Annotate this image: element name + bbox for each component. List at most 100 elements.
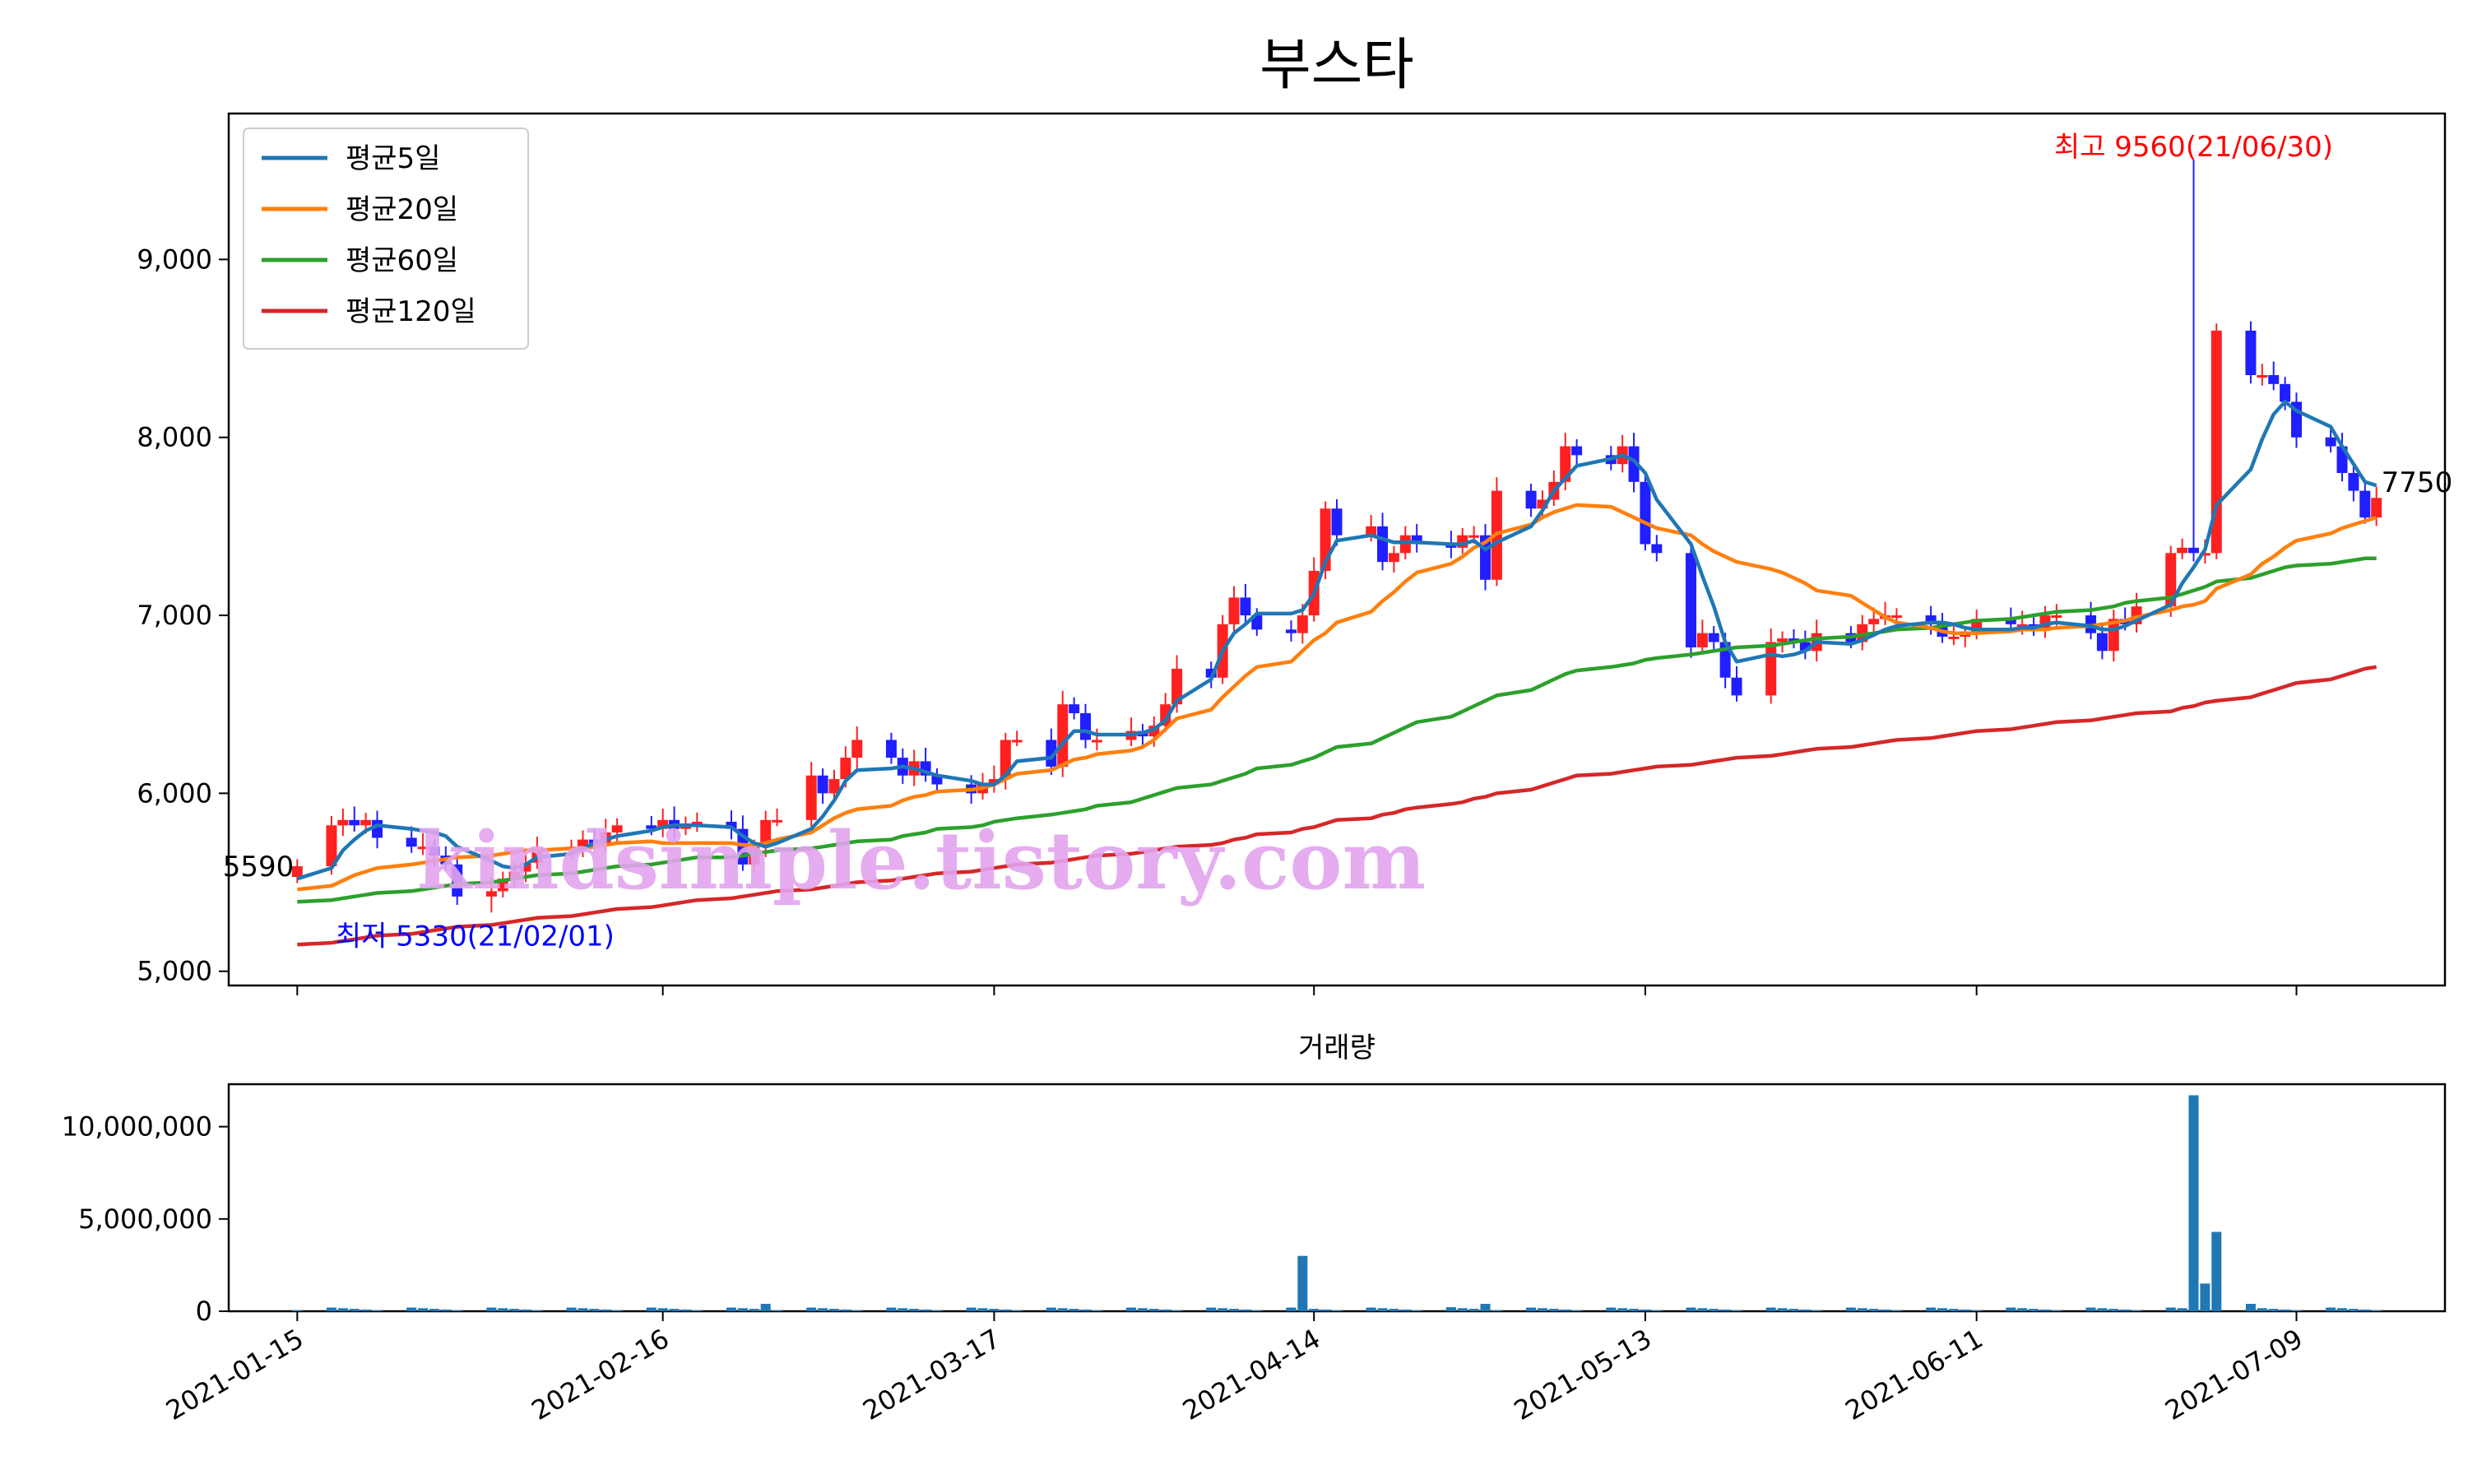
- volume-bar: [2245, 1304, 2256, 1311]
- candle-body: [337, 819, 349, 826]
- candle-body: [2245, 330, 2257, 375]
- candle-body: [1366, 526, 1377, 536]
- xtick-label: 2021-02-16: [527, 1323, 675, 1426]
- candle-body: [1091, 740, 1102, 743]
- volume-bar: [566, 1307, 577, 1311]
- volume-bar: [1548, 1309, 1559, 1311]
- volume-bar: [2348, 1309, 2359, 1311]
- volume-bar: [1445, 1307, 1456, 1311]
- volume-bar: [2211, 1231, 2222, 1311]
- candle-body: [646, 825, 657, 829]
- candle-body: [885, 740, 897, 758]
- candle-body: [2325, 437, 2336, 447]
- candle-body: [2268, 375, 2280, 384]
- volume-bar: [2039, 1309, 2050, 1311]
- volume-bar: [851, 1310, 862, 1311]
- candle-body: [1890, 615, 1902, 619]
- volume-bar: [966, 1307, 977, 1311]
- volume-bar: [509, 1309, 520, 1311]
- legend-label-ma60: 평균60일: [346, 244, 458, 277]
- ma20-line: [297, 503, 2378, 892]
- volume-bar: [737, 1308, 748, 1311]
- candle-body: [1640, 481, 1651, 545]
- volume-ytick-label: 10,000,000: [62, 1111, 212, 1143]
- volume-bar: [372, 1310, 383, 1311]
- price-plot-frame: [227, 112, 2447, 987]
- volume-bar: [1000, 1309, 1011, 1311]
- volume-bar: [1651, 1310, 1662, 1311]
- volume-bar: [1320, 1309, 1331, 1311]
- volume-bar: [1617, 1308, 1628, 1311]
- volume-bar: [909, 1309, 920, 1311]
- chart-title: 부스타: [1260, 33, 1414, 98]
- candle-body: [1240, 597, 1251, 616]
- candle-body: [1696, 633, 1708, 647]
- xtick-label: 2021-06-11: [1840, 1323, 1988, 1426]
- volume-bar: [1251, 1310, 1262, 1311]
- candle-body: [691, 821, 703, 824]
- volume-bar: [886, 1307, 897, 1311]
- volume-bar: [452, 1310, 462, 1311]
- volume-plot-frame: [227, 1083, 2447, 1313]
- volume-bar: [1971, 1310, 1982, 1311]
- price-panel: 5,000 6,000 7,000 8,000 9,000 5590 7750 최고 9560…: [137, 112, 2452, 995]
- ma60-line: [297, 556, 2377, 904]
- candle-body: [1731, 677, 1742, 696]
- volume-bar: [2268, 1309, 2279, 1311]
- candle-body: [760, 819, 772, 847]
- volume-bar: [1069, 1309, 1079, 1311]
- candle-body: [1925, 615, 1937, 624]
- candle-body: [1799, 642, 1811, 652]
- volume-bar: [989, 1309, 1000, 1311]
- candle-body: [657, 819, 669, 829]
- volume-bar: [1126, 1307, 1137, 1311]
- volume-bar: [486, 1307, 497, 1311]
- candle-body: [2359, 490, 2371, 518]
- candle-body: [406, 837, 417, 847]
- candle-body: [1057, 704, 1069, 767]
- volume-bar: [828, 1309, 839, 1311]
- volume-bar: [977, 1308, 988, 1311]
- volume-bar: [360, 1309, 371, 1311]
- volume-title: 거래량: [1298, 1032, 1375, 1064]
- volume-bar: [2188, 1095, 2199, 1311]
- volume-bar: [1491, 1310, 1502, 1311]
- volume-bar: [349, 1309, 360, 1311]
- candle-body: [1525, 490, 1537, 509]
- xtick-label: 2021-04-14: [1177, 1323, 1325, 1426]
- volume-bar: [2371, 1310, 2382, 1311]
- volume-bar: [601, 1309, 611, 1311]
- candle-body: [2096, 633, 2108, 652]
- watermark-text: kindsimple.tistory.com: [417, 814, 1426, 907]
- candle-body: [2199, 553, 2211, 556]
- volume-bar: [521, 1309, 531, 1311]
- volume-bar: [1148, 1309, 1159, 1311]
- volume-bar: [2200, 1283, 2211, 1311]
- volume-bar: [657, 1308, 668, 1311]
- candle-body: [1571, 446, 1583, 456]
- xtick-label: 2021-03-17: [857, 1323, 1005, 1426]
- volume-bar: [1160, 1309, 1171, 1311]
- volume-bar: [931, 1310, 942, 1311]
- volume-bar: [1709, 1309, 1719, 1311]
- legend-box: [243, 128, 529, 350]
- volume-bar: [1788, 1309, 1799, 1311]
- candle-body: [326, 825, 337, 867]
- candle-body: [1069, 704, 1080, 714]
- candle-body: [840, 758, 851, 780]
- candle-body: [772, 819, 783, 823]
- volume-bar: [1092, 1310, 1102, 1311]
- volume-bar: [2165, 1307, 2176, 1311]
- volume-bar: [680, 1309, 691, 1311]
- candle-body: [1228, 597, 1240, 624]
- volume-bar: [1960, 1309, 1970, 1311]
- volume-bar: [2177, 1308, 2187, 1311]
- volume-bar: [1891, 1310, 1902, 1311]
- price-ytick-label: 9,000: [137, 243, 212, 275]
- volume-bar: [1080, 1309, 1091, 1311]
- volume-bar: [1697, 1308, 1708, 1311]
- volume-bar: [1377, 1308, 1388, 1311]
- candle-body: [2348, 472, 2359, 491]
- legend-label-ma20: 평균20일: [346, 193, 458, 226]
